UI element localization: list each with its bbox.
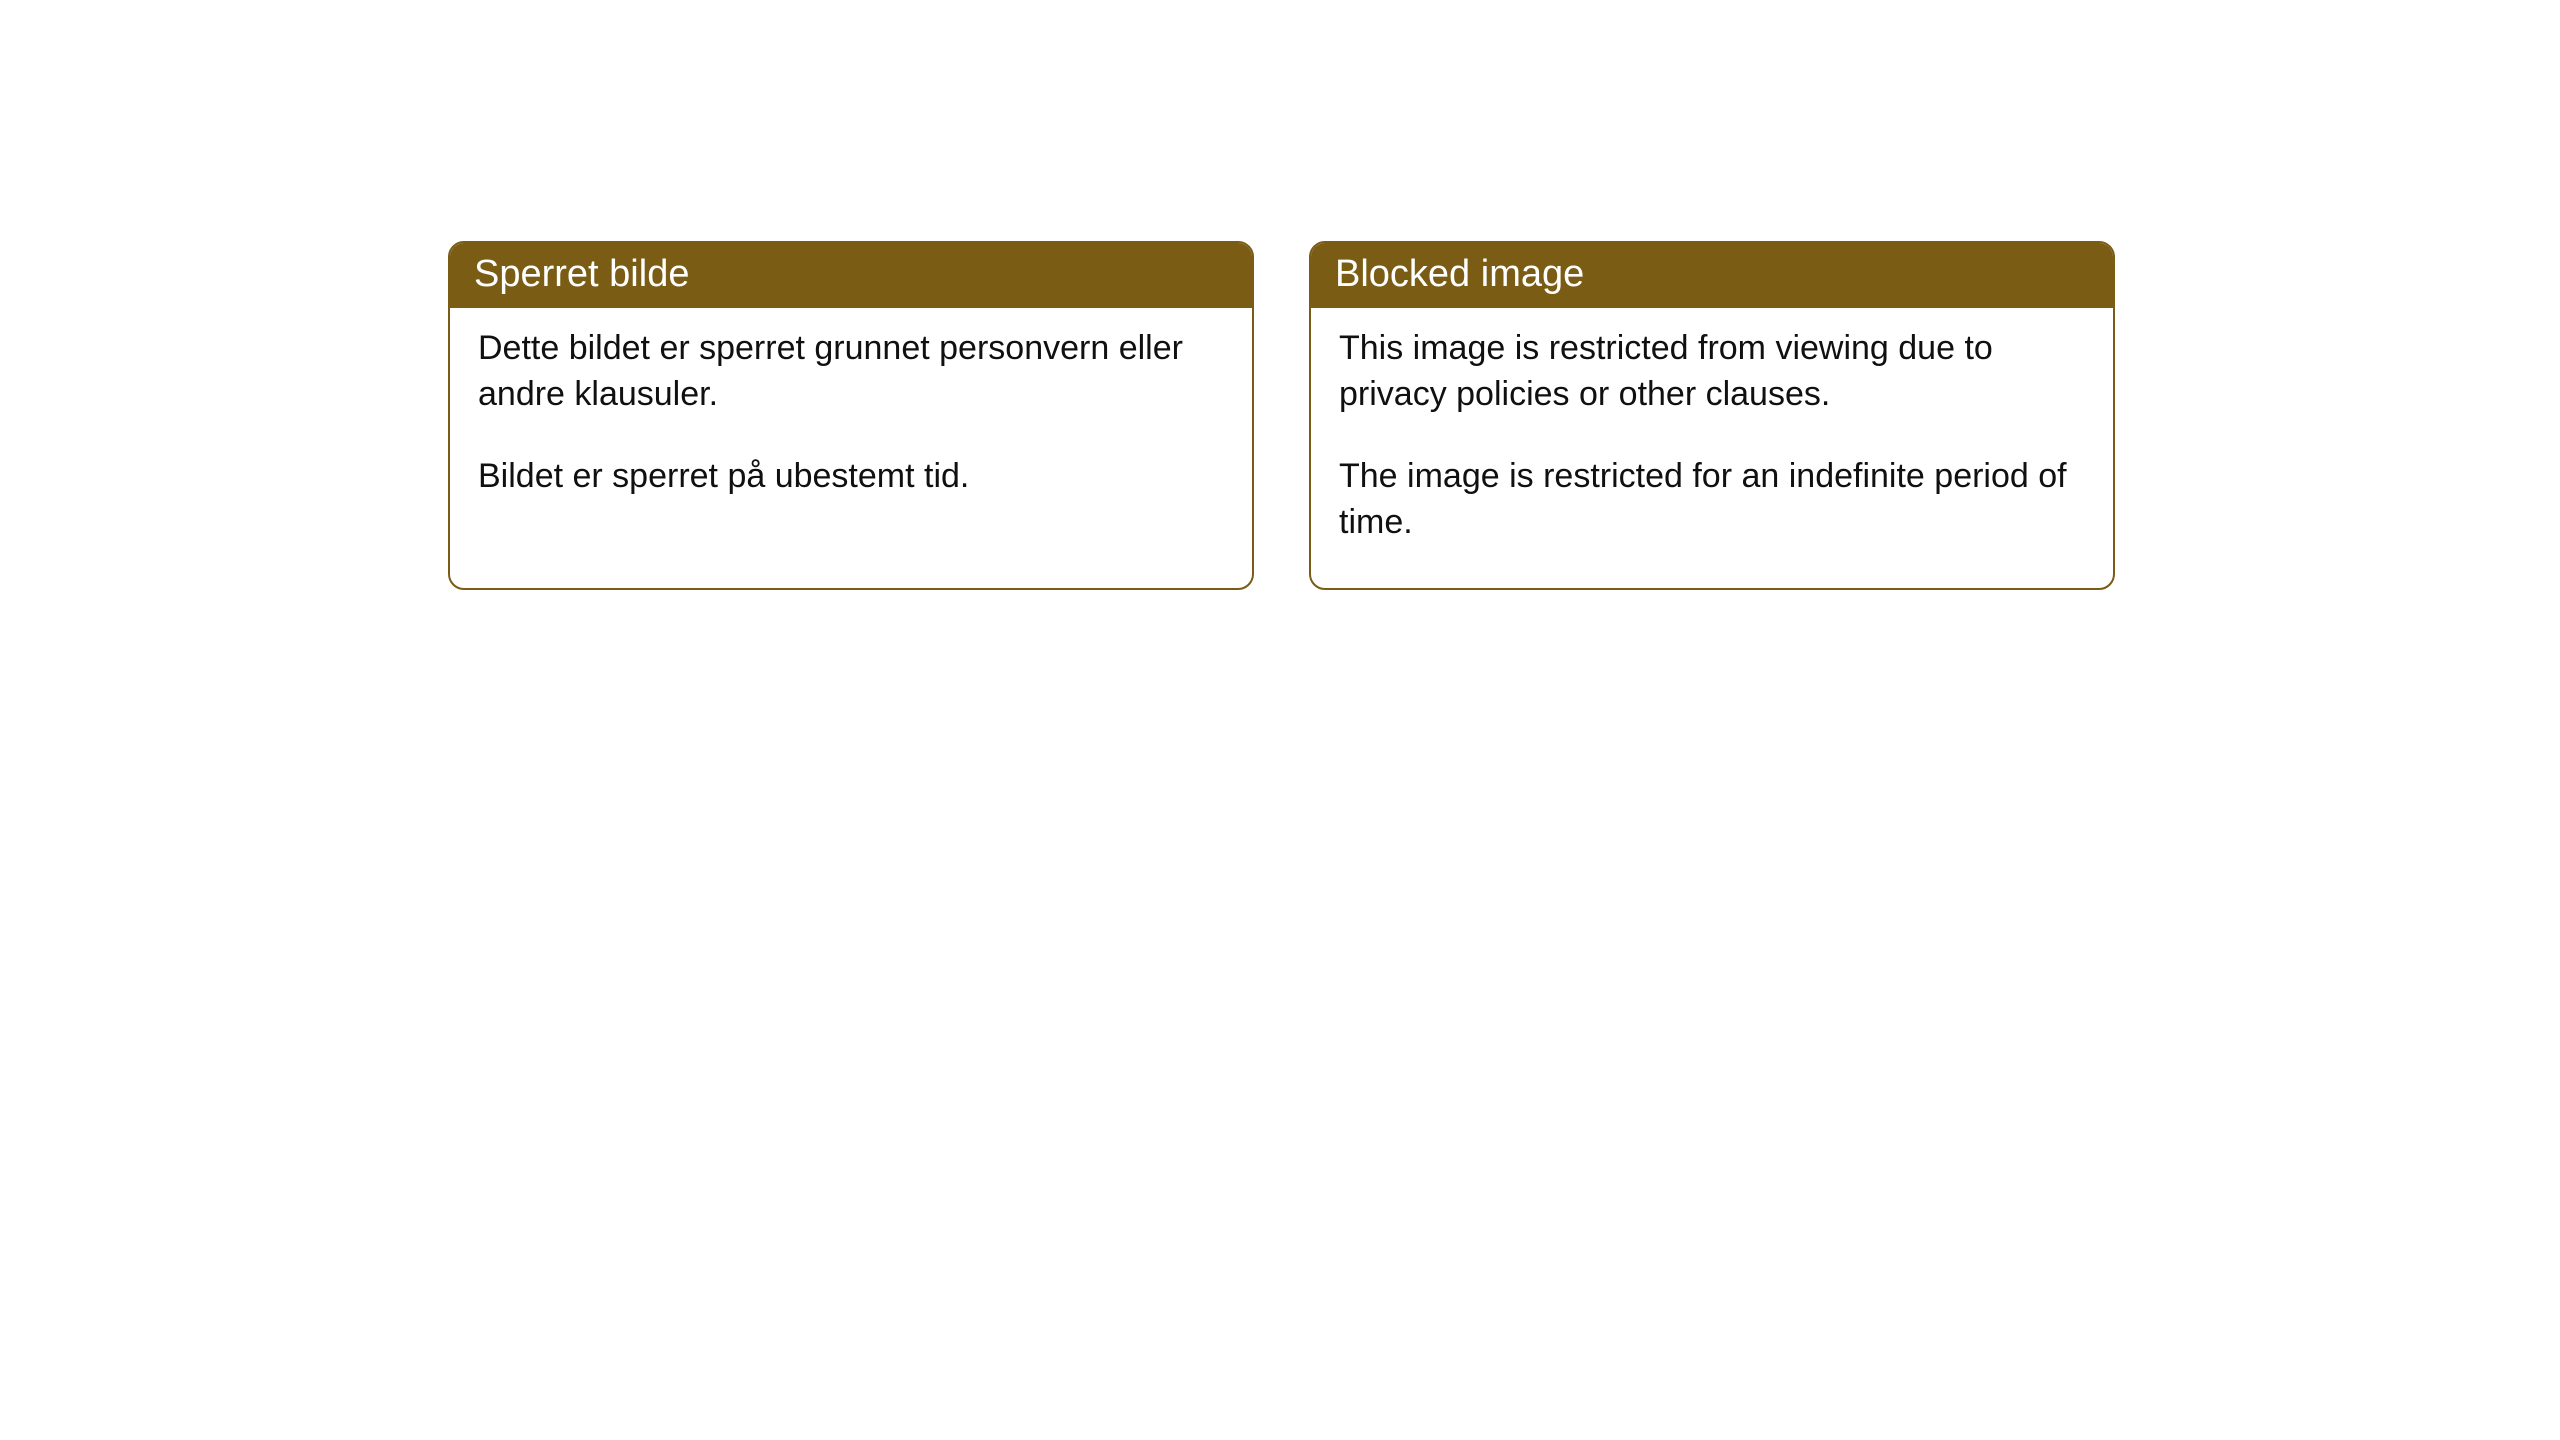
card-paragraph-2-norwegian: Bildet er sperret på ubestemt tid. — [478, 454, 1224, 500]
card-title-norwegian: Sperret bilde — [450, 243, 1252, 308]
card-paragraph-1-norwegian: Dette bildet er sperret grunnet personve… — [478, 326, 1224, 418]
card-body-norwegian: Dette bildet er sperret grunnet personve… — [450, 308, 1252, 542]
card-body-english: This image is restricted from viewing du… — [1311, 308, 2113, 588]
blocked-image-card-english: Blocked image This image is restricted f… — [1309, 241, 2115, 590]
blocked-image-card-norwegian: Sperret bilde Dette bildet er sperret gr… — [448, 241, 1254, 590]
card-paragraph-2-english: The image is restricted for an indefinit… — [1339, 454, 2085, 546]
card-paragraph-1-english: This image is restricted from viewing du… — [1339, 326, 2085, 418]
card-title-english: Blocked image — [1311, 243, 2113, 308]
blocked-image-cards: Sperret bilde Dette bildet er sperret gr… — [448, 241, 2115, 590]
